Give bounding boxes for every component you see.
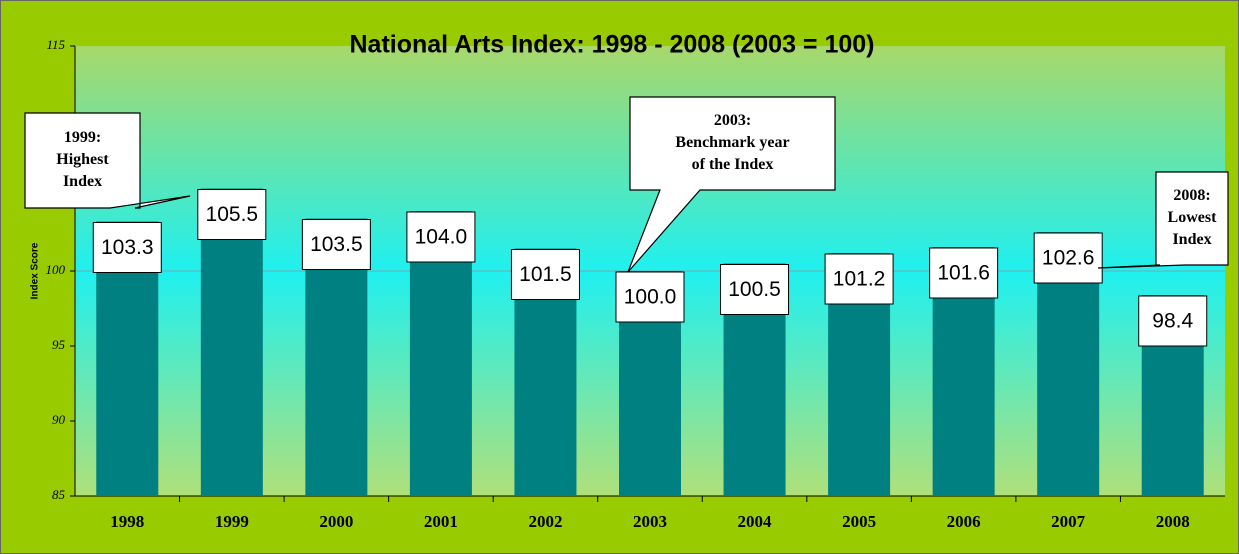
- value-label-box: [301, 219, 371, 270]
- x-tick-label: 2004: [738, 512, 773, 531]
- callout-text: 2008:: [1173, 187, 1210, 204]
- x-tick-label: 2007: [1051, 512, 1086, 531]
- value-label: 101.2: [833, 268, 886, 291]
- value-label-box: [929, 247, 999, 299]
- y-tick-label: 100: [46, 262, 66, 277]
- value-label: 104.0: [415, 226, 468, 249]
- callout: [24, 112, 191, 209]
- value-label: 98.4: [1152, 310, 1193, 333]
- callout-text: of the Index: [692, 156, 774, 173]
- value-label: 103.3: [101, 236, 154, 259]
- value-label-box: [92, 222, 162, 273]
- x-tick-label: 2005: [842, 512, 876, 531]
- y-tick-label: 115: [46, 37, 65, 52]
- value-label: 100.0: [624, 286, 677, 309]
- value-label: 103.5: [310, 233, 363, 256]
- x-tick-label: 2001: [424, 512, 458, 531]
- value-label-box: [406, 211, 476, 263]
- value-label-box: [720, 264, 790, 315]
- x-tick-label: 1998: [110, 512, 144, 531]
- y-tick-label: 85: [52, 487, 66, 502]
- value-label: 101.6: [937, 262, 990, 285]
- callout: [1097, 171, 1229, 269]
- value-label-box: [824, 253, 894, 305]
- value-label: 100.5: [728, 278, 781, 301]
- callout-text: 1999:: [64, 129, 101, 146]
- value-label-box: [197, 189, 267, 240]
- value-label-box: [1033, 232, 1103, 284]
- callout-text: Benchmark year: [675, 134, 789, 151]
- x-tick-label: 2008: [1156, 512, 1190, 531]
- callout: [627, 96, 836, 273]
- y-axis-label: Index Score: [30, 242, 41, 299]
- x-tick-label: 2000: [319, 512, 353, 531]
- x-tick-label: 2006: [947, 512, 981, 531]
- value-label: 105.5: [206, 203, 259, 226]
- y-tick-label: 90: [52, 412, 66, 427]
- chart-title: National Arts Index: 1998 - 2008 (2003 =…: [349, 31, 874, 59]
- value-label: 101.5: [519, 263, 572, 286]
- value-label-box: [1138, 295, 1208, 347]
- callout-text: Lowest: [1168, 209, 1218, 226]
- callout-text: 2003:: [714, 112, 751, 129]
- x-tick-label: 2003: [633, 512, 667, 531]
- callout-text: Index: [63, 173, 102, 190]
- value-label: 102.6: [1042, 247, 1095, 270]
- value-label-box: [615, 271, 685, 323]
- x-tick-label: 2002: [528, 512, 562, 531]
- callout-text: Highest: [56, 151, 109, 168]
- value-label-box: [510, 249, 580, 300]
- y-tick-label: 95: [52, 337, 66, 352]
- x-tick-label: 1999: [215, 512, 249, 531]
- callout-text: Index: [1172, 231, 1211, 248]
